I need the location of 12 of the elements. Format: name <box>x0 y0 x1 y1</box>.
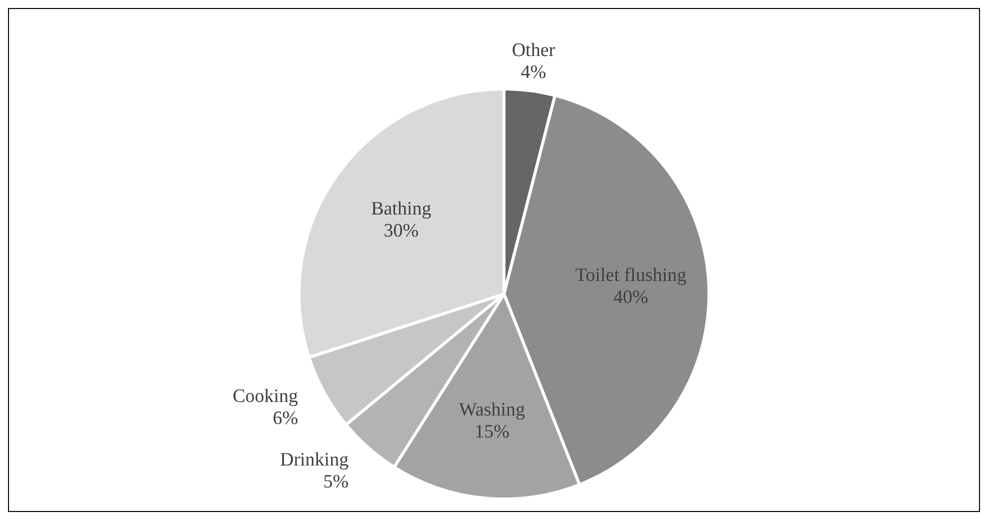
slice-label: Toilet flushing <box>575 265 687 286</box>
data-label: 30% <box>384 220 419 242</box>
data-label: 5% <box>323 471 349 492</box>
data-label: 40% <box>613 287 648 308</box>
slice-label: Cooking <box>232 386 299 408</box>
data-label: 15% <box>474 422 510 443</box>
slice-label: Washing <box>459 400 526 421</box>
slice-label: Bathing <box>371 198 432 220</box>
data-label: 4% <box>520 62 546 83</box>
slice-label: Drinking <box>280 449 350 470</box>
slice-label: Other <box>512 40 556 61</box>
data-label: 6% <box>272 408 298 430</box>
